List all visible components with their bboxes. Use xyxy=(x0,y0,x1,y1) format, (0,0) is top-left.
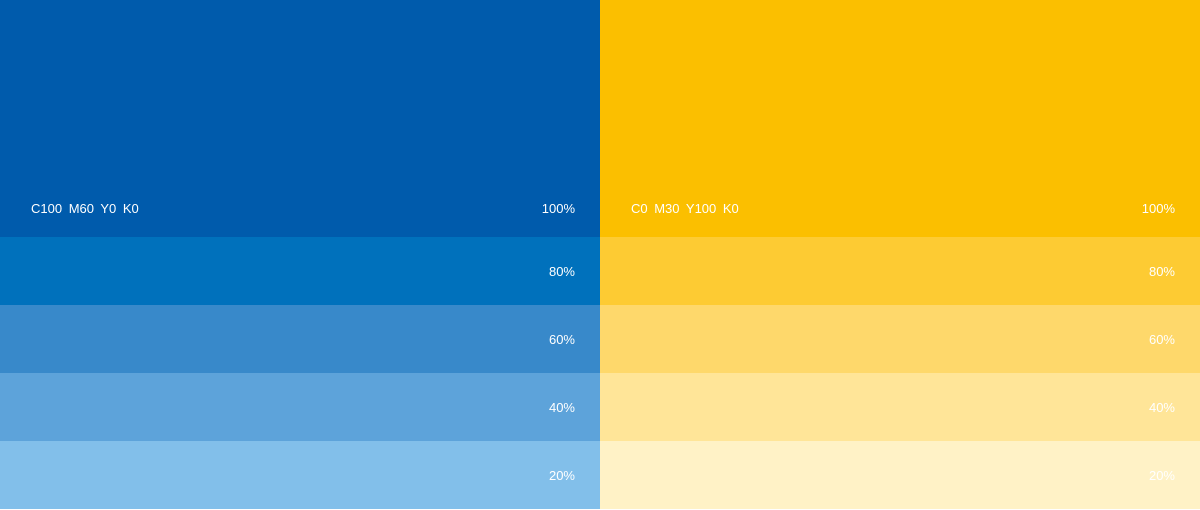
tint-label: 60% xyxy=(548,332,575,347)
tint-label: 20% xyxy=(548,468,575,483)
tint-60: 60% xyxy=(600,305,1200,373)
tint-100: C100 M60 Y0 K0 100% xyxy=(0,0,600,237)
tint-20: 20% xyxy=(0,441,600,509)
tint-label: 80% xyxy=(1148,264,1175,279)
tint-40: 40% xyxy=(600,373,1200,441)
tint-80: 80% xyxy=(600,237,1200,305)
tint-60: 60% xyxy=(0,305,600,373)
tint-label: 20% xyxy=(1148,468,1175,483)
tint-80: 80% xyxy=(0,237,600,305)
tint-label: 100% xyxy=(541,201,575,216)
tint-label: 80% xyxy=(548,264,575,279)
swatch-blue: C100 M60 Y0 K0 100% 80% 60% 40% 20% xyxy=(0,0,600,509)
tint-label: 100% xyxy=(1141,201,1175,216)
swatch-name: C100 M60 Y0 K0 xyxy=(31,201,139,216)
swatch-name: C0 M30 Y100 K0 xyxy=(631,201,739,216)
swatch-yellow: C0 M30 Y100 K0 100% 80% 60% 40% 20% xyxy=(600,0,1200,509)
tint-20: 20% xyxy=(600,441,1200,509)
tint-label: 40% xyxy=(1148,400,1175,415)
tint-40: 40% xyxy=(0,373,600,441)
tint-label: 60% xyxy=(1148,332,1175,347)
tint-100: C0 M30 Y100 K0 100% xyxy=(600,0,1200,237)
tint-label: 40% xyxy=(548,400,575,415)
